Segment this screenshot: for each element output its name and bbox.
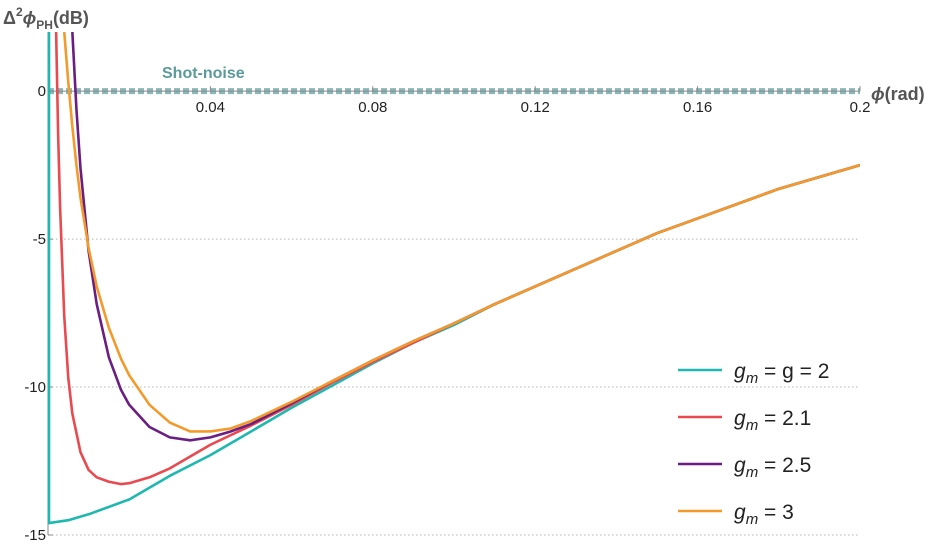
legend: gm = g = 2 gm = 2.1 gm = 2.5 gm = 3 bbox=[678, 360, 829, 528]
x-tick-label: 0.08 bbox=[358, 99, 387, 116]
x-tick-label: 0.04 bbox=[196, 99, 225, 116]
x-tick-label: 0.12 bbox=[521, 99, 550, 116]
x-axis-label: ϕ(rad) bbox=[871, 84, 925, 104]
y-tick-label: -5 bbox=[33, 231, 46, 248]
shot-noise-label: Shot-noise bbox=[162, 65, 245, 82]
legend-label: gm = 3 bbox=[734, 501, 794, 528]
legend-label: gm = g = 2 bbox=[734, 360, 829, 387]
series-lines bbox=[47, 32, 860, 525]
legend-label: gm = 2.5 bbox=[734, 454, 811, 481]
series-line-4 bbox=[62, 32, 860, 433]
legend-label: gm = 2.1 bbox=[734, 407, 811, 434]
y-tick-label: -15 bbox=[24, 527, 46, 544]
grid-lines bbox=[48, 238, 860, 536]
x-tick-label: 0.16 bbox=[683, 99, 712, 116]
y-axis-label: Δ2ϕPH(dB) bbox=[3, 5, 89, 32]
tick-labels: 0.04 0.08 0.12 0.16 0.2 0 -5 -10 -15 bbox=[24, 83, 870, 544]
y-tick-label: 0 bbox=[38, 83, 46, 100]
x-tick-label: 0.2 bbox=[850, 99, 871, 116]
y-tick-label: -10 bbox=[24, 379, 46, 396]
